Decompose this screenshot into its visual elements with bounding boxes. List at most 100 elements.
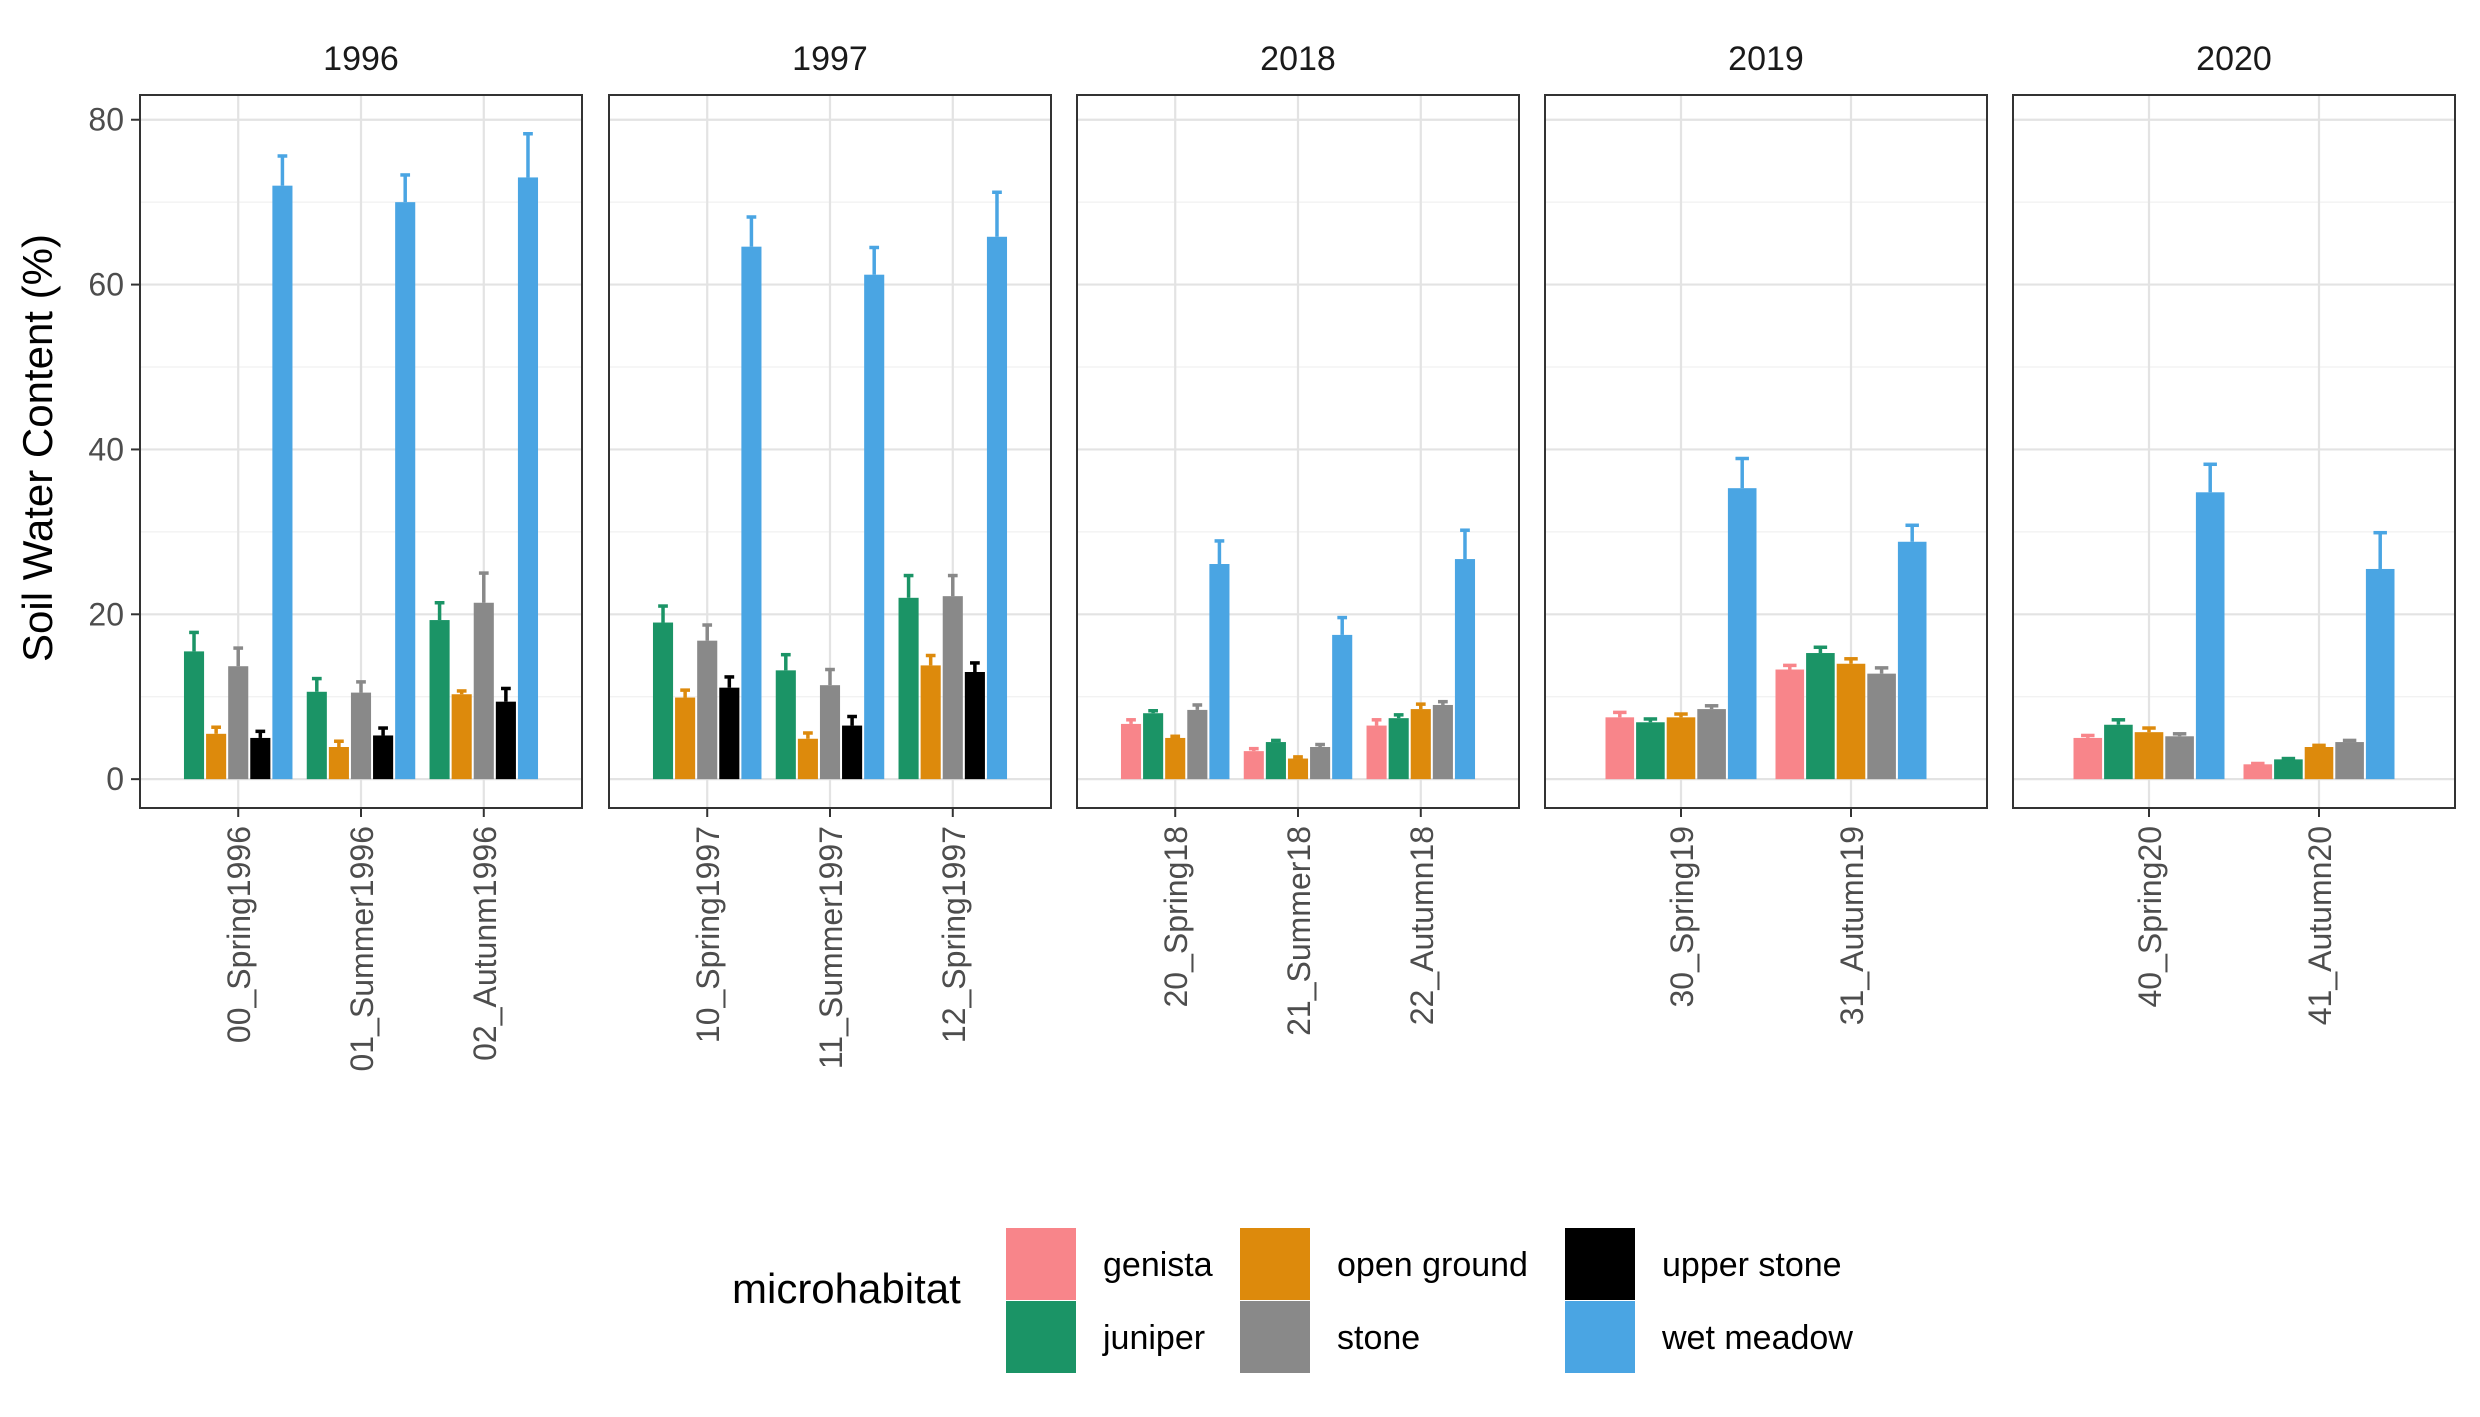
bar-stone — [228, 666, 249, 780]
facet-label: 1997 — [792, 40, 868, 78]
panel-border — [1076, 94, 1520, 809]
legend-item-open-ground: open ground — [1240, 1228, 1528, 1300]
facet-1997: 1997 10_Spring1997 11_Summer1997 12_Spring1… — [608, 40, 1052, 1069]
bar-wet-meadow — [864, 274, 885, 780]
x-tick-label: 10_Spring1997 — [690, 826, 726, 1043]
bar-juniper — [1636, 722, 1665, 780]
bar-stone — [2165, 736, 2194, 780]
x-tick-label: 41_Autumn20 — [2302, 826, 2338, 1025]
bar-open-ground — [797, 738, 818, 780]
x-tick-label: 31_Autumn19 — [1834, 826, 1870, 1025]
bar-genista — [1605, 717, 1635, 780]
bar-genista — [2073, 737, 2103, 780]
bar-juniper — [2274, 759, 2303, 780]
bar-open-ground — [675, 697, 696, 780]
bar-wet-meadow — [1332, 634, 1353, 780]
bar-wet-meadow — [1897, 541, 1927, 780]
bar-juniper — [775, 670, 796, 780]
bar-upper-stone — [964, 671, 985, 780]
facet-2018: 2018 20_Spring18 21_Summer18 22_Autumn18 — [1076, 40, 1520, 1036]
bar-wet-meadow — [2195, 492, 2225, 780]
bar-genista — [1120, 723, 1142, 780]
x-tick-label: 11_Summer1997 — [813, 826, 849, 1069]
bar-wet-meadow — [2365, 568, 2395, 780]
bar-stone — [697, 640, 718, 780]
x-tick-label: 22_Autumn18 — [1404, 826, 1440, 1025]
bar-genista — [2243, 764, 2273, 780]
bar-open-ground — [1836, 663, 1866, 780]
x-tick-label: 00_Spring1996 — [221, 826, 257, 1043]
bar-juniper — [898, 597, 919, 780]
bar-open-ground — [1410, 709, 1431, 780]
x-tick-label: 20_Spring18 — [1158, 826, 1194, 1007]
bar-genista — [1243, 751, 1264, 780]
legend-item-upper-stone: upper stone — [1565, 1228, 1842, 1300]
bar-open-ground — [206, 733, 227, 780]
bar-open-ground — [2134, 732, 2164, 780]
bar-juniper — [652, 622, 674, 780]
bar-juniper — [1265, 742, 1286, 780]
bar-juniper — [1388, 718, 1409, 780]
facet-label: 2020 — [2196, 40, 2272, 78]
bar-wet-meadow — [517, 177, 539, 780]
legend-key — [1565, 1301, 1635, 1373]
legend-item-stone: stone — [1240, 1301, 1420, 1373]
x-tick-label: 40_Spring20 — [2132, 826, 2168, 1007]
legend-label: upper stone — [1662, 1246, 1842, 1284]
bar-open-ground — [1287, 758, 1309, 780]
y-tick-label: 0 — [106, 761, 124, 797]
bar-stone — [1697, 709, 1726, 780]
bar-wet-meadow — [741, 246, 762, 780]
legend-item-wet-meadow: wet meadow — [1565, 1301, 1853, 1373]
legend: microhabitat genista open ground upper sto… — [732, 1228, 1853, 1373]
legend-key — [1006, 1228, 1076, 1300]
bar-stone — [1867, 673, 1896, 780]
bar-juniper — [1143, 713, 1164, 780]
legend-label: stone — [1337, 1319, 1420, 1357]
facet-label: 2018 — [1260, 40, 1336, 78]
bar-juniper — [183, 651, 205, 780]
legend-key — [1565, 1228, 1635, 1300]
bar-upper-stone — [842, 725, 863, 780]
legend-label: genista — [1103, 1246, 1213, 1284]
panel-border — [139, 94, 583, 809]
legend-key — [1006, 1301, 1076, 1373]
bar-open-ground — [2304, 747, 2334, 780]
bar-juniper — [306, 691, 327, 780]
bar-wet-meadow — [272, 185, 293, 780]
bar-wet-meadow — [986, 236, 1008, 780]
facet-1996: 1996 00_Spring1996 01_Summer1996 02_Autunm1… — [88, 40, 583, 1071]
facet-panels: 1996 00_Spring1996 01_Summer1996 02_Autunm1… — [88, 40, 2456, 1071]
bar-upper-stone — [495, 701, 516, 780]
bar-stone — [1432, 704, 1453, 780]
x-tick-label: 21_Summer18 — [1281, 826, 1317, 1036]
bar-genista — [1366, 725, 1387, 780]
panel-border — [608, 94, 1052, 809]
bar-stone — [819, 685, 841, 780]
bar-open-ground — [1165, 737, 1186, 780]
bar-wet-meadow — [395, 202, 416, 780]
y-tick-label: 80 — [88, 102, 124, 138]
bar-open-ground — [920, 665, 941, 780]
y-tick-label: 20 — [88, 596, 124, 632]
legend-title: microhabitat — [732, 1265, 961, 1312]
bar-open-ground — [328, 747, 349, 780]
legend-label: juniper — [1102, 1319, 1205, 1357]
bar-upper-stone — [719, 687, 740, 780]
bar-stone — [942, 596, 963, 780]
x-tick-label: 01_Summer1996 — [344, 826, 380, 1071]
legend-key — [1240, 1228, 1310, 1300]
x-tick-label: 02_Autunm1996 — [467, 826, 503, 1061]
facet-2019: 2019 30_Spring19 31_Autumn19 — [1544, 40, 1988, 1025]
facet-2020: 2020 40_Spring20 41_Autumn20 — [2012, 40, 2456, 1025]
legend-label: open ground — [1337, 1246, 1528, 1284]
bar-juniper — [2104, 724, 2133, 780]
bar-wet-meadow — [1454, 559, 1476, 780]
bar-upper-stone — [373, 735, 394, 780]
bar-open-ground — [451, 694, 472, 780]
facet-label: 1996 — [323, 40, 399, 78]
y-tick-label: 60 — [88, 267, 124, 303]
x-tick-label: 12_Spring1997 — [936, 826, 972, 1043]
bar-upper-stone — [250, 737, 271, 780]
